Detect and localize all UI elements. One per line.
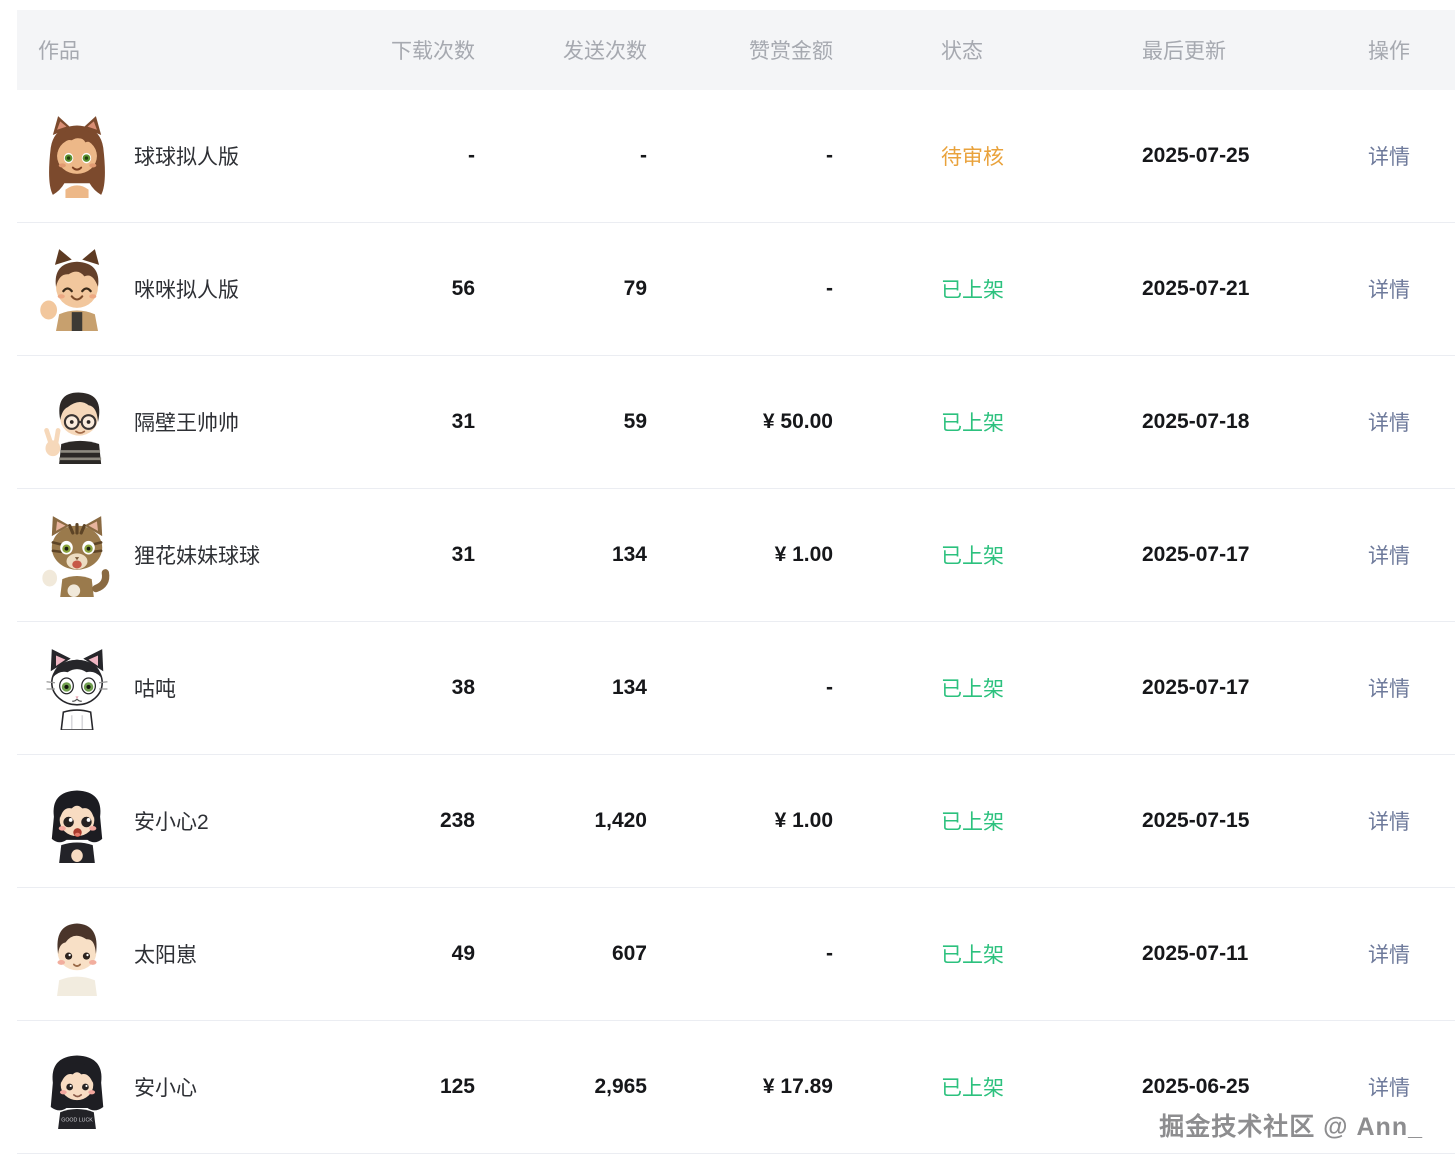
work-cell: 球球拟人版 (17, 114, 361, 198)
updated-date: 2025-07-17 (1142, 676, 1250, 699)
downloads-cell: 56 (451, 277, 475, 300)
col-header-status: 状态 (941, 40, 983, 63)
sends-cell: 1,420 (594, 809, 647, 832)
sends-cell: 59 (623, 410, 647, 433)
svg-text:GOOD LUCK: GOOD LUCK (61, 1118, 93, 1124)
updated-date: 2025-07-11 (1142, 942, 1249, 965)
detail-link[interactable]: 详情 (1368, 279, 1410, 302)
detail-link[interactable]: 详情 (1368, 678, 1410, 701)
work-name: 球球拟人版 (134, 146, 239, 169)
boy-sun-avatar (39, 912, 115, 996)
works-table: 作品 下载次数 发送次数 赞赏金额 状态 最后更新 操作 球球拟人版 - - - 待审核… (17, 10, 1455, 1154)
col-header-reward: 赞赏金额 (749, 40, 833, 63)
tabby-cat-avatar (39, 513, 115, 597)
downloads-cell: 38 (451, 676, 475, 699)
work-cell: GOOD LUCK 安小心 (17, 1045, 361, 1129)
work-cell: 隔壁王帅帅 (17, 380, 361, 464)
sends-cell: 134 (611, 676, 647, 699)
updated-date: 2025-07-15 (1142, 809, 1250, 832)
sends-cell: 134 (611, 543, 647, 566)
boy-glasses-avatar (39, 380, 115, 464)
detail-link[interactable]: 详情 (1368, 545, 1410, 568)
reward-cell: ¥ 1.00 (774, 543, 833, 566)
table-row: 咕吨 38 134 - 已上架 2025-07-17 详情 (17, 622, 1455, 755)
table-row: GOOD LUCK 安小心 125 2,965 ¥ 17.89 已上架 2025-06-25… (17, 1021, 1455, 1154)
status-badge: 已上架 (941, 1077, 1004, 1100)
table-header: 作品 下载次数 发送次数 赞赏金额 状态 最后更新 操作 (17, 10, 1455, 90)
detail-link[interactable]: 详情 (1368, 412, 1410, 435)
detail-link[interactable]: 详情 (1368, 944, 1410, 967)
girl-excited-avatar (39, 779, 115, 863)
work-name: 咕吨 (134, 678, 176, 701)
action-cell: 详情 (1347, 939, 1455, 969)
work-name: 太阳崽 (134, 944, 197, 967)
updated-date: 2025-07-17 (1142, 543, 1250, 566)
downloads-cell: 31 (451, 410, 475, 433)
action-cell: 详情 (1347, 540, 1455, 570)
sends-cell: 2,965 (594, 1075, 647, 1098)
status-badge: 已上架 (941, 545, 1004, 568)
work-cell: 狸花妹妹球球 (17, 513, 361, 597)
reward-cell: - (826, 277, 833, 300)
works-table-body: 球球拟人版 - - - 待审核 2025-07-25 详情 咪咪拟人版 56 79 - 已上架 202… (17, 90, 1455, 1154)
girl-goodluck-avatar: GOOD LUCK (39, 1045, 115, 1129)
reward-cell: ¥ 50.00 (762, 410, 833, 433)
downloads-cell: 125 (439, 1075, 475, 1098)
status-badge: 已上架 (941, 811, 1004, 834)
sends-cell: 79 (623, 277, 647, 300)
detail-link[interactable]: 详情 (1368, 811, 1410, 834)
table-row: 隔壁王帅帅 31 59 ¥ 50.00 已上架 2025-07-18 详情 (17, 356, 1455, 489)
downloads-cell: 49 (451, 942, 475, 965)
col-header-downloads: 下载次数 (391, 40, 475, 63)
table-row: 球球拟人版 - - - 待审核 2025-07-25 详情 (17, 90, 1455, 223)
tuxedo-cat-avatar (39, 646, 115, 730)
reward-cell: - (826, 942, 833, 965)
status-badge: 已上架 (941, 279, 1004, 302)
table-row: 狸花妹妹球球 31 134 ¥ 1.00 已上架 2025-07-17 详情 (17, 489, 1455, 622)
cat-girl-avatar (39, 114, 115, 198)
updated-date: 2025-07-18 (1142, 410, 1250, 433)
table-row: 太阳崽 49 607 - 已上架 2025-07-11 详情 (17, 888, 1455, 1021)
updated-date: 2025-07-25 (1142, 144, 1250, 167)
col-header-sends: 发送次数 (563, 40, 647, 63)
table-row: 安小心2 238 1,420 ¥ 1.00 已上架 2025-07-15 详情 (17, 755, 1455, 888)
table-row: 咪咪拟人版 56 79 - 已上架 2025-07-21 详情 (17, 223, 1455, 356)
work-name: 狸花妹妹球球 (134, 545, 260, 568)
sends-cell: - (640, 144, 647, 167)
reward-cell: - (826, 676, 833, 699)
reward-cell: - (826, 144, 833, 167)
sends-cell: 607 (611, 942, 647, 965)
col-header-action: 操作 (1368, 40, 1410, 63)
updated-date: 2025-06-25 (1142, 1075, 1250, 1098)
work-name: 安小心 (134, 1077, 197, 1100)
work-name: 安小心2 (134, 811, 209, 834)
col-header-work: 作品 (38, 40, 80, 63)
downloads-cell: - (468, 144, 475, 167)
downloads-cell: 238 (439, 809, 475, 832)
cat-boy-avatar (39, 247, 115, 331)
work-cell: 咪咪拟人版 (17, 247, 361, 331)
action-cell: 详情 (1347, 274, 1455, 304)
action-cell: 详情 (1347, 673, 1455, 703)
work-name: 咪咪拟人版 (134, 279, 239, 302)
detail-link[interactable]: 详情 (1368, 1077, 1410, 1100)
action-cell: 详情 (1347, 1072, 1455, 1102)
action-cell: 详情 (1347, 141, 1455, 171)
status-badge: 待审核 (941, 146, 1004, 169)
action-cell: 详情 (1347, 407, 1455, 437)
status-badge: 已上架 (941, 678, 1004, 701)
action-cell: 详情 (1347, 806, 1455, 836)
col-header-updated: 最后更新 (1142, 40, 1226, 63)
detail-link[interactable]: 详情 (1368, 146, 1410, 169)
work-cell: 咕吨 (17, 646, 361, 730)
work-cell: 安小心2 (17, 779, 361, 863)
status-badge: 已上架 (941, 412, 1004, 435)
reward-cell: ¥ 1.00 (774, 809, 833, 832)
status-badge: 已上架 (941, 944, 1004, 967)
reward-cell: ¥ 17.89 (762, 1075, 833, 1098)
downloads-cell: 31 (451, 543, 475, 566)
work-name: 隔壁王帅帅 (134, 412, 239, 435)
work-cell: 太阳崽 (17, 912, 361, 996)
updated-date: 2025-07-21 (1142, 277, 1250, 300)
